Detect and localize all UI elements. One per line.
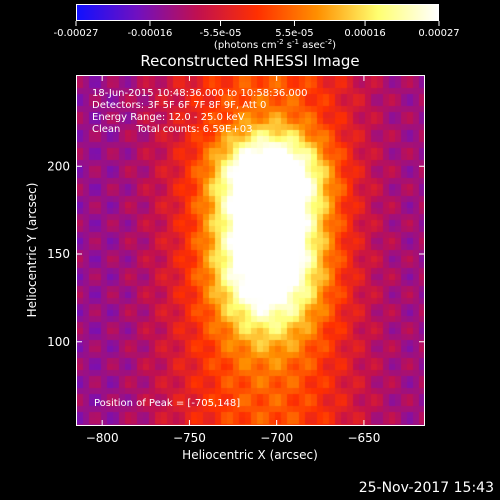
y-tick-label: 200 [47,159,70,173]
y-axis-label: Heliocentric Y (arcsec) [25,183,39,318]
chart-title: Reconstructed RHESSI Image [140,52,360,70]
colorbar-tick-label: -0.00016 [127,28,172,39]
info-time-range: 18-Jun-2015 10:48:36.000 to 10:58:36.000 [92,88,308,99]
x-tick-label: −800 [86,431,119,445]
colorbar-tick-label: 5.5e-05 [275,28,313,39]
colorbar [76,4,439,21]
colorbar-tick-label: -0.00027 [54,28,99,39]
colorbar-ticks: -0.00027 -0.00016 -5.5e-05 5.5e-05 0.00016 0.… [54,21,460,39]
colorbar-unit-label: (photons cm-2 s-1 asec-2) [214,38,336,51]
x-tick-label: −750 [173,431,206,445]
y-tick-label: 100 [47,335,70,349]
heatmap-image [77,76,424,425]
info-detectors: Detectors: 3F 5F 6F 7F 8F 9F, Att 0 [92,100,267,111]
x-tick-label: −700 [260,431,293,445]
x-axis-label: Heliocentric X (arcsec) [182,448,318,462]
colorbar-tick-label: 0.00027 [418,28,459,39]
plot-frame [76,75,425,426]
colorbar-tick-label: -5.5e-05 [200,28,242,39]
info-energy-range: Energy Range: 12.0 - 25.0 keV [92,112,245,123]
x-tick-label: −650 [347,431,380,445]
date-stamp: 25-Nov-2017 15:43 [358,480,494,496]
peak-position-label: Position of Peak = [-705,148] [94,398,241,409]
info-clean-counts: Clean Total counts: 6.59E+03 [92,124,253,135]
colorbar-tick-label: 0.00016 [344,28,385,39]
info-block: 18-Jun-2015 10:48:36.000 to 10:58:36.000… [92,88,308,136]
y-tick-label: 150 [47,247,70,261]
